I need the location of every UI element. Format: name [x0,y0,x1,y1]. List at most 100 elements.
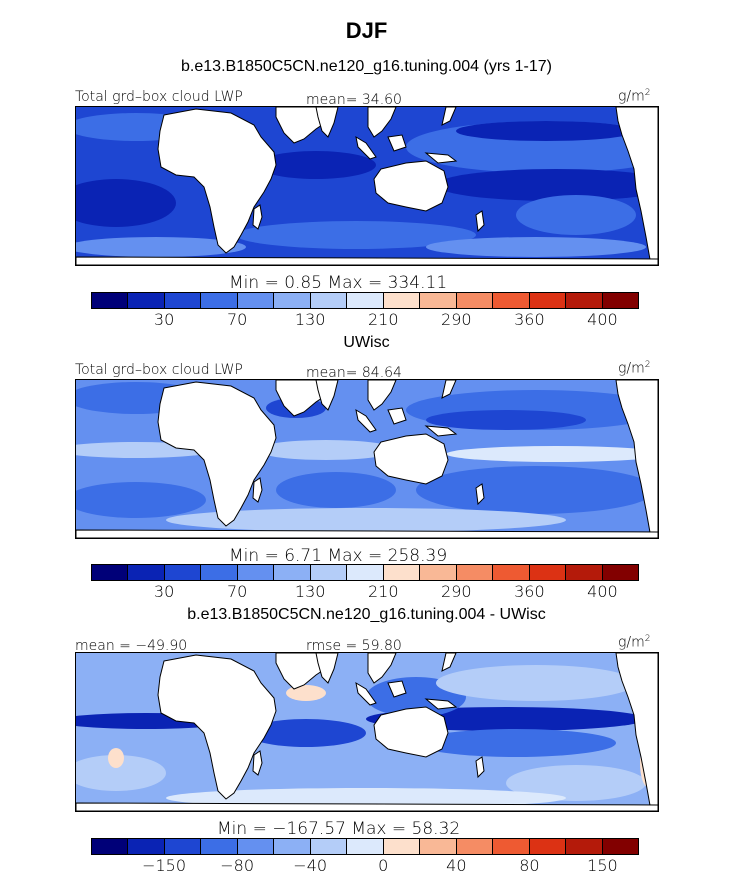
colorbar-swatch [493,565,530,580]
panel-2-map [75,379,659,539]
colorbar-swatch [164,839,202,854]
colorbar-swatch [347,293,384,308]
land-outline [76,802,658,811]
colorbar-swatch [456,293,494,308]
land-outline [373,160,449,212]
panel-2-unit-label: g/m2 [618,360,651,377]
land-outline [76,529,658,538]
colorbar-swatch [529,293,567,308]
field-contour [108,748,124,768]
colorbar-swatch [602,293,639,308]
colorbar-tick-label: 290 [441,582,472,601]
colorbar-swatch [201,293,238,308]
colorbar-tick-label: −40 [293,856,328,875]
field-contour [456,121,636,141]
colorbar-swatch [602,839,639,854]
land-outline [315,653,339,684]
colorbar-tick-label: 40 [446,856,467,875]
colorbar-tick-label: 400 [587,582,618,601]
colorbar-swatch [92,293,129,308]
colorbar-swatch [383,839,421,854]
land-outline [615,653,658,811]
panel-3-rmse-label: rmse = 59.80 [306,638,402,654]
colorbar-swatch [92,565,129,580]
field-contour [76,755,166,791]
colorbar-swatch [201,565,238,580]
land-outline [252,477,263,503]
colorbar-swatch [602,565,639,580]
colorbar-swatch [493,839,530,854]
land-outline [252,204,263,230]
colorbar-tick-label: 210 [367,582,399,601]
colorbar-swatch [274,565,311,580]
colorbar-tick-label: 0 [378,856,389,875]
field-contour [436,665,636,701]
panel-3-min-max: Min = −167.57 Max = 58.32 [217,819,461,839]
field-contour [426,237,646,257]
land-outline [355,135,377,160]
panel-2-colorbar [91,564,639,581]
colorbar-swatch [566,565,603,580]
land-outline [475,483,485,506]
colorbar-swatch [310,839,348,854]
colorbar-swatch [493,293,530,308]
field-contour [416,729,616,757]
colorbar-swatch [456,565,494,580]
land-outline [367,380,397,411]
colorbar-swatch [383,293,421,308]
colorbar-tick-label: 70 [226,310,248,329]
field-contour [246,719,366,747]
colorbar-swatch [128,839,165,854]
field-contour [256,440,396,460]
colorbar-swatch [274,839,311,854]
colorbar-tick-label: 150 [587,856,618,875]
panel-2-title: UWisc [343,334,390,351]
colorbar-tick-label: 290 [441,310,472,329]
panel-3-mean-label: mean = −49.90 [75,638,188,654]
colorbar-tick-label: 400 [587,310,618,329]
colorbar-tick-label: 30 [153,310,175,329]
colorbar-tick-label: 80 [519,856,540,875]
land-outline [373,706,449,758]
land-outline [355,681,377,706]
panel-1-map [75,106,659,266]
field-contour [256,151,376,179]
colorbar-swatch [310,293,348,308]
land-outline [441,107,457,126]
colorbar-swatch [566,293,603,308]
land-outline [387,680,407,698]
panel-1-mean-label: mean= 34.60 [306,92,402,108]
colorbar-swatch [383,565,421,580]
land-outline [387,407,407,425]
field-contour [286,685,326,701]
land-outline [424,425,458,437]
panel-3-title: b.e13.B1850C5CN.ne120_g16.tuning.004 - U… [187,606,546,623]
colorbar-swatch [201,839,238,854]
panel-1-min-max: Min = 0.85 Max = 334.11 [229,273,448,293]
page-title: DJF [345,18,388,43]
colorbar-swatch [237,565,275,580]
field-contour [166,508,566,532]
land-outline [615,380,658,538]
field-contour [426,410,586,430]
colorbar-swatch [420,565,457,580]
land-outline [157,654,277,800]
colorbar-swatch [274,293,311,308]
land-outline [367,107,397,138]
colorbar-tick-label: 130 [294,582,326,601]
field-contour [436,169,658,201]
colorbar-swatch [128,565,165,580]
colorbar-swatch [529,839,567,854]
land-outline [157,108,277,254]
panel-3-unit-label: g/m2 [618,634,651,651]
panel-1-variable-label: Total grd–box cloud LWP [75,89,243,105]
field-contour [276,472,396,508]
field-contour [446,446,658,462]
land-outline [475,210,485,233]
colorbar-swatch [456,839,494,854]
colorbar-swatch [237,293,275,308]
land-outline [157,381,277,527]
colorbar-tick-label: −80 [220,856,255,875]
land-outline [373,433,449,485]
panel-1-colorbar [91,292,639,309]
